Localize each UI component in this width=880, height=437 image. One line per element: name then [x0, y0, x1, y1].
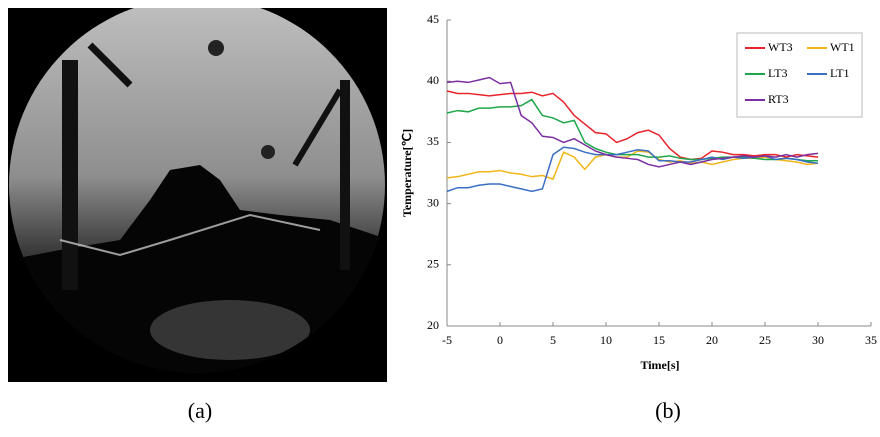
y-tick-label: 30	[427, 195, 439, 209]
x-tick-label: 20	[706, 333, 718, 347]
x-axis-label: Time[s]	[640, 358, 679, 372]
x-tick-label: 10	[600, 333, 612, 347]
legend-label: LT1	[830, 66, 850, 80]
y-tick-label: 25	[427, 257, 439, 271]
legend-label: WT3	[768, 40, 793, 54]
panel-label: (b)	[655, 398, 681, 423]
x-tick-label: -5	[442, 333, 452, 347]
series-line	[446, 90, 819, 161]
legend-label: WT1	[830, 40, 855, 54]
y-tick-label: 20	[427, 318, 439, 332]
panel-label: (a)	[188, 398, 212, 423]
x-tick-label: 35	[865, 333, 877, 347]
y-axis-label: Temperature[℃]	[400, 129, 414, 217]
y-tick-label: 35	[427, 134, 439, 148]
x-tick-label: 30	[812, 333, 824, 347]
x-tick-label: 25	[759, 333, 771, 347]
y-tick-label: 45	[427, 12, 439, 26]
x-tick-label: 15	[653, 333, 665, 347]
y-tick-label: 40	[427, 73, 439, 87]
legend-label: LT3	[768, 66, 788, 80]
series-line	[446, 98, 818, 162]
x-tick-label: 5	[550, 333, 556, 347]
photo	[8, 8, 387, 382]
legend-label: RT3	[768, 92, 789, 106]
x-tick-label: 0	[497, 333, 503, 347]
series-line	[446, 76, 819, 168]
